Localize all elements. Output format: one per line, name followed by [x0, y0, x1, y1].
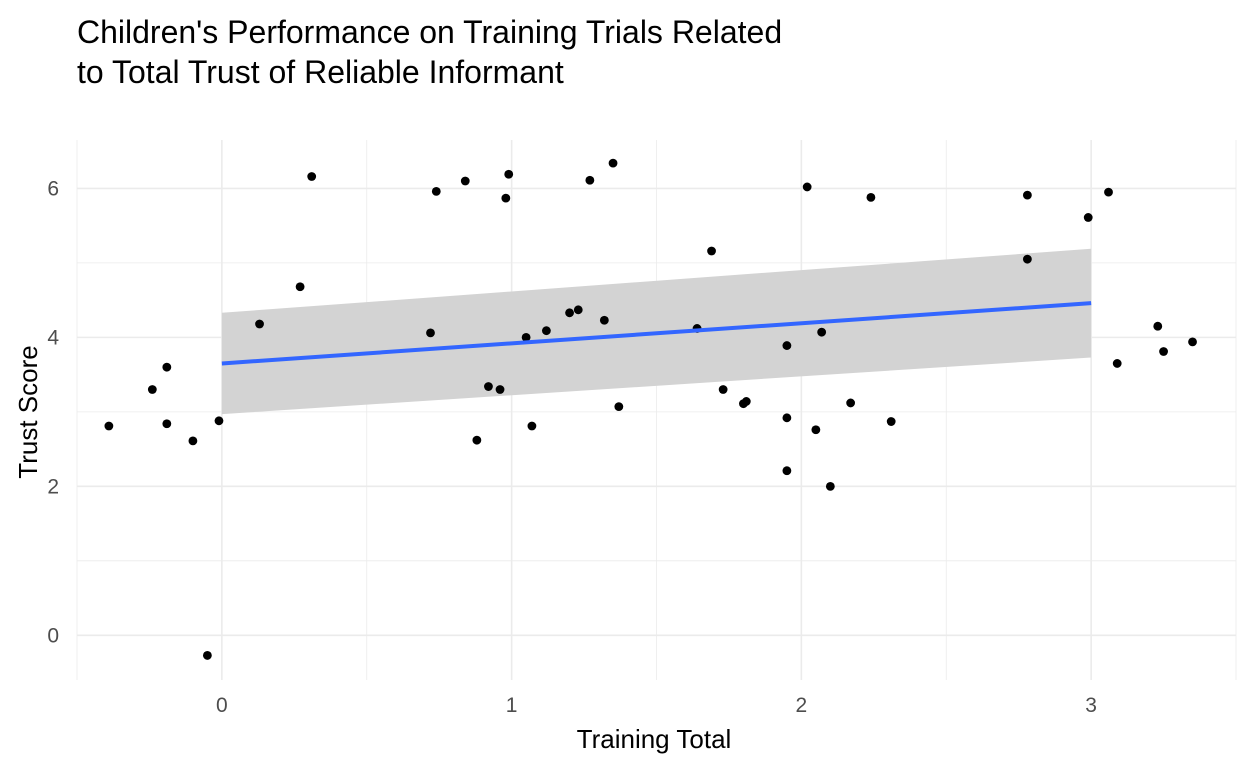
data-point — [817, 327, 827, 337]
chart-title-line-2: to Total Trust of Reliable Informant — [77, 54, 564, 90]
data-point — [707, 246, 716, 256]
data-point — [608, 158, 618, 168]
data-point — [565, 308, 574, 318]
data-point — [1159, 347, 1168, 356]
data-point — [431, 186, 441, 196]
data-point — [741, 397, 751, 406]
data-point — [782, 466, 792, 476]
data-point — [886, 417, 896, 426]
data-point — [782, 413, 792, 423]
y-tick-label: 4 — [47, 326, 59, 349]
grid — [76, 140, 1237, 680]
data-point — [1022, 254, 1032, 264]
data-point — [295, 282, 305, 292]
x-axis-title: Training Total — [577, 724, 732, 754]
data-point — [802, 182, 812, 192]
data-point — [188, 436, 198, 446]
chart-title: Children's Performance on Training Trial… — [77, 12, 782, 92]
y-tick-label: 6 — [47, 177, 59, 200]
data-point — [104, 421, 114, 431]
data-point — [504, 169, 514, 179]
data-point — [541, 326, 551, 336]
trend-line-layer — [221, 301, 1092, 366]
chart-title-line-1: Children's Performance on Training Trial… — [77, 14, 783, 50]
x-tick-label: 0 — [216, 694, 228, 717]
data-point — [1153, 321, 1163, 331]
data-point — [573, 305, 583, 315]
y-tick-label: 2 — [47, 475, 59, 498]
y-tick-label: 0 — [47, 624, 59, 647]
data-point — [718, 385, 728, 394]
data-point — [1188, 337, 1197, 347]
x-tick-label: 3 — [1085, 694, 1097, 717]
data-point — [1104, 187, 1113, 197]
data-point — [1022, 190, 1032, 200]
data-point — [866, 192, 876, 202]
data-point — [426, 328, 435, 338]
data-point — [1083, 213, 1093, 222]
data-point — [202, 651, 212, 660]
data-point — [811, 425, 821, 435]
data-point — [599, 315, 609, 325]
data-point — [825, 481, 835, 491]
x-tick-label: 2 — [796, 694, 808, 717]
data-point — [472, 435, 482, 445]
trend-line — [221, 301, 1092, 366]
data-point — [484, 382, 493, 391]
data-point — [585, 175, 595, 185]
data-point — [521, 332, 531, 342]
data-point — [147, 385, 157, 394]
data-point — [782, 341, 792, 350]
points-layer — [104, 158, 1197, 660]
y-axis-title: Trust Score — [13, 345, 43, 478]
tick-labels: 0 1 2 3 0 2 4 6 — [47, 177, 1097, 717]
data-point — [307, 172, 317, 181]
data-point — [846, 398, 856, 408]
data-point — [614, 402, 624, 412]
data-point — [460, 176, 470, 186]
data-point — [1112, 359, 1122, 368]
data-point — [162, 362, 172, 372]
data-point — [214, 416, 224, 426]
data-point — [255, 319, 264, 329]
data-point — [501, 193, 511, 203]
data-point — [527, 421, 537, 431]
data-point — [495, 385, 505, 394]
x-tick-label: 1 — [506, 694, 518, 717]
data-point — [162, 419, 172, 429]
